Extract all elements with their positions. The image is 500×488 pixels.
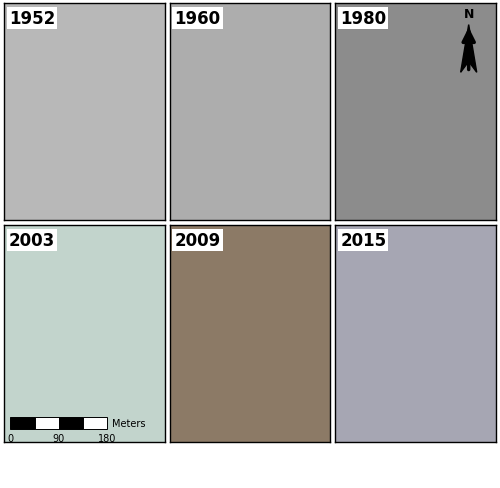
Bar xyxy=(10,417,34,428)
Bar xyxy=(82,417,107,428)
Text: 0: 0 xyxy=(8,433,14,443)
Text: 180: 180 xyxy=(98,433,116,443)
Bar xyxy=(58,417,82,428)
Text: 2009: 2009 xyxy=(174,232,220,250)
Text: 90: 90 xyxy=(52,433,65,443)
Text: 2015: 2015 xyxy=(340,232,386,250)
Text: Meters: Meters xyxy=(112,418,145,427)
Polygon shape xyxy=(460,25,476,73)
Bar xyxy=(34,417,58,428)
Text: 1960: 1960 xyxy=(174,10,220,28)
Text: 1952: 1952 xyxy=(9,10,55,28)
Text: 1980: 1980 xyxy=(340,10,386,28)
Text: N: N xyxy=(464,8,474,21)
Text: 2003: 2003 xyxy=(9,232,55,250)
